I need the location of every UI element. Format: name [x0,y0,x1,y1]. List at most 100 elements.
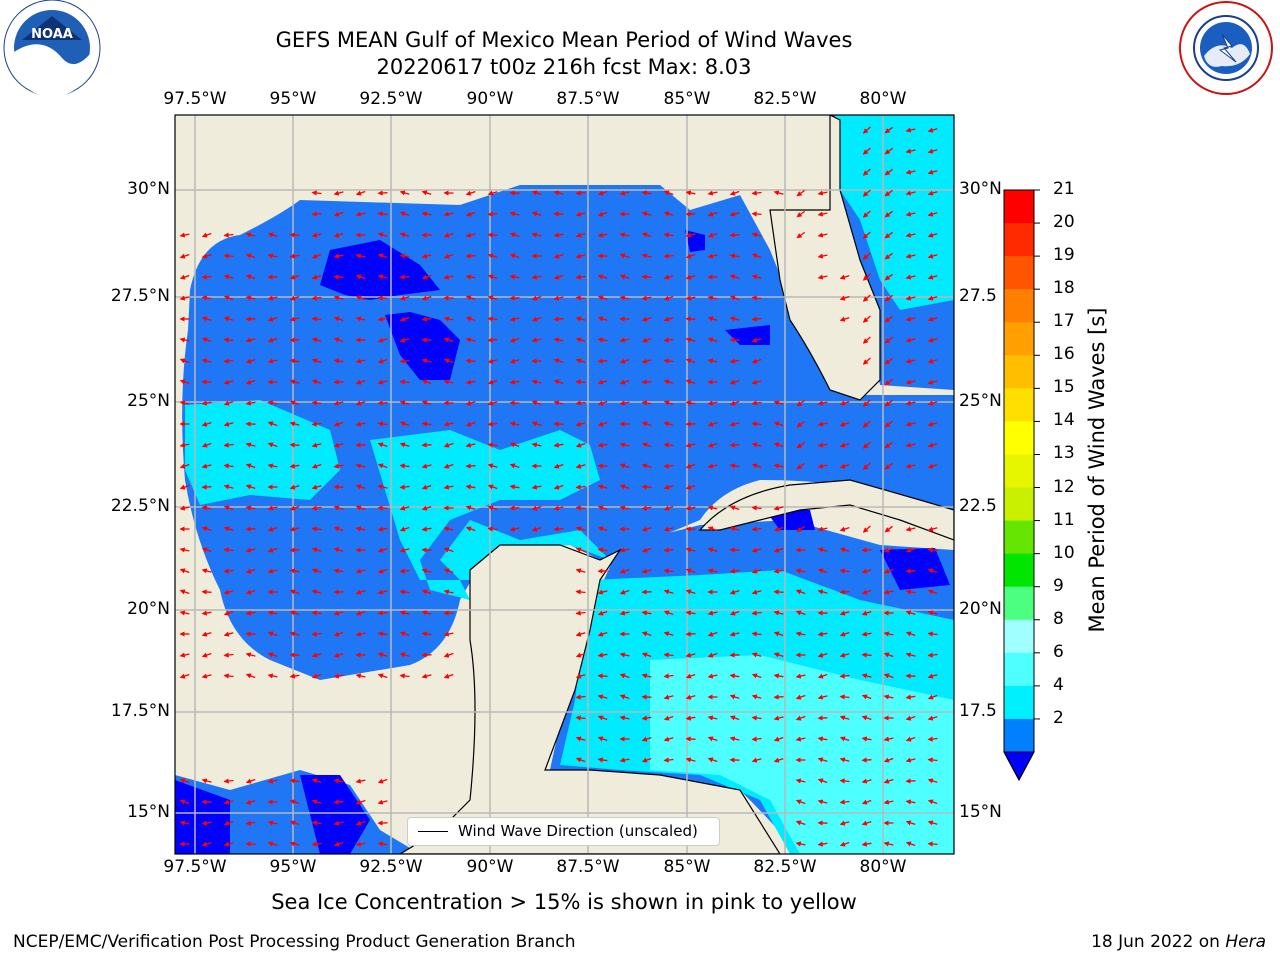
wind-arrow [884,147,893,155]
wind-arrow [267,820,278,826]
wind-arrow [509,211,520,217]
wind-arrow [839,673,850,679]
wind-arrow [619,610,630,616]
wind-arrow [795,820,806,826]
wind-arrow [685,379,696,385]
wind-arrow [663,589,674,595]
wind-arrow [817,736,828,742]
wind-arrow [245,484,256,490]
wind-arrow [927,715,938,721]
wind-arrow [333,442,344,448]
wind-arrow [421,400,432,406]
wind-arrow [861,778,872,784]
wind-arrow [421,463,432,469]
wind-arrow [289,484,300,490]
wind-arrow [377,316,388,322]
lon-label-bottom: 95°W [269,857,317,877]
wind-arrow [553,211,564,217]
wind-arrow [333,841,344,847]
lat-label-left: 17.5°N [110,701,170,721]
wind-arrow [201,400,212,406]
wind-arrow [223,820,234,826]
wind-arrow [641,232,652,238]
wind-arrow [905,337,916,343]
wind-arrow [663,505,674,511]
wind-arrow [399,547,410,553]
wind-arrow [465,400,476,406]
wind-arrow [927,799,938,805]
wind-arrow [289,568,300,574]
light-cyan-regions [650,655,954,854]
wind-arrow [245,463,256,469]
wind-arrow [839,295,850,301]
wind-arrow [553,400,564,406]
wind-arrow [685,568,696,574]
lon-label-top: 97.5°W [163,89,227,109]
wind-arrow [421,610,432,616]
wind-arrow [553,337,564,343]
wind-arrow [817,526,828,532]
wind-arrow [641,190,652,196]
wind-arrow [355,253,366,259]
wind-arrow [179,799,190,805]
wind-arrow [773,442,784,448]
wind-arrow [289,841,300,847]
wind-arrow [421,190,432,196]
wind-arrow [443,589,454,595]
wind-arrow [311,358,322,364]
wind-arrow [751,568,762,574]
wind-arrow [861,673,872,679]
wind-arrow [796,210,806,218]
wind-arrow [179,337,190,343]
wind-arrow [839,757,850,763]
wind-arrow [377,232,388,238]
wind-arrow [509,421,520,427]
wind-arrow [884,420,893,428]
wind-arrow [531,316,542,322]
lat-label-left: 15°N [127,802,170,822]
wind-arrow [597,232,608,238]
wind-arrow [575,295,586,301]
wind-arrow [597,631,608,637]
wind-arrow [289,295,300,301]
wind-arrow [289,400,300,406]
wind-arrow [333,652,344,658]
lon-label-bottom: 87.5°W [556,857,620,877]
wind-arrow [289,442,300,448]
wind-arrow [443,568,454,574]
wind-arrow [729,316,740,322]
lon-label-bottom: 80°W [859,857,907,877]
wind-arrow [245,337,256,343]
wind-arrow [421,673,432,679]
wind-arrow [289,316,300,322]
wind-arrow [377,778,388,784]
wind-arrow [884,441,893,449]
wind-arrow [399,589,410,595]
colorbar-tick-label: 11 [1053,509,1075,530]
wind-arrow [839,316,850,322]
wind-arrow [443,211,454,217]
wind-arrow [509,463,520,469]
wind-arrow [223,358,234,364]
wind-arrow [619,463,630,469]
wind-arrow [862,336,871,344]
wind-arrow [399,505,410,511]
map-legend: Wind Wave Direction (unscaled) [407,817,720,846]
lon-label-top: 80°W [859,89,907,109]
wind-arrow [795,841,806,847]
wind-arrow [839,463,850,469]
wind-arrow [927,757,938,763]
wind-arrow [465,421,476,427]
wind-arrow [817,799,828,805]
wind-arrow [751,421,762,427]
wind-arrow [729,463,740,469]
wind-arrow [267,337,278,343]
wind-arrow [641,211,652,217]
colorbar-tick-label: 10 [1053,542,1075,563]
wind-arrow [861,547,872,553]
wind-arrow [443,631,454,637]
wind-arrow [179,673,190,679]
nws-logo [1179,1,1273,95]
wind-arrow [377,358,388,364]
wind-arrow [531,484,542,490]
